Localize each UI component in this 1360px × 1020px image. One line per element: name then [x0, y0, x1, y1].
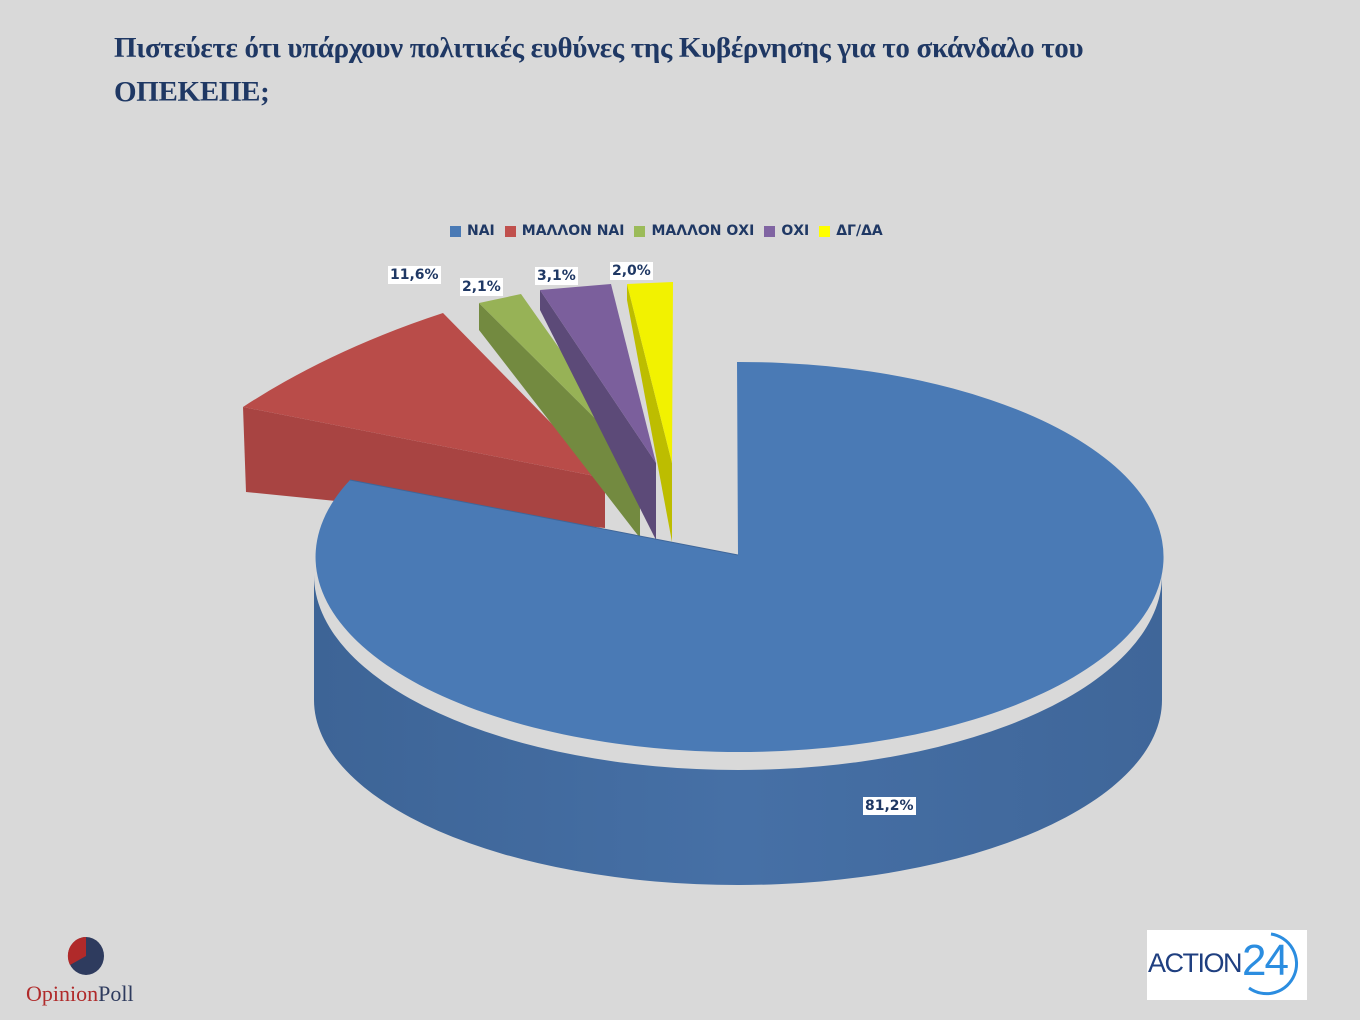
slice-mallon-nai [243, 313, 605, 528]
legend-label: ΜΑΛΛΟΝ ΟΧΙ [651, 223, 755, 239]
chart-title: Πιστεύετε ότι υπάρχουν πολιτικές ευθύνες… [114, 26, 1254, 114]
data-label-mallon-oxi: 2,1% [460, 278, 503, 296]
data-label-dg-da: 2,0% [610, 262, 653, 280]
data-label-oxi: 3,1% [535, 267, 578, 285]
legend-swatch-green [634, 225, 646, 237]
legend-label: ΜΑΛΛΟΝ ΝΑΙ [521, 223, 625, 239]
legend-item-mallon-oxi: ΜΑΛΛΟΝ ΟΧΙ [634, 223, 754, 239]
legend-label: ΝΑΙ [467, 223, 495, 239]
legend-label: ΔΓ/ΔΑ [836, 223, 883, 239]
chart-title-line1: Πιστεύετε ότι υπάρχουν πολιτικές ευθύνες… [114, 32, 1084, 64]
opinion-poll-logo: OpinionPoll [24, 935, 154, 1010]
data-label-nai: 81,2% [863, 797, 916, 815]
action24-ring-icon [1248, 932, 1298, 996]
slice-nai [314, 361, 1164, 885]
slice-dg-da [627, 282, 673, 542]
legend-swatch-yellow [819, 225, 831, 237]
data-label-mallon-nai: 11,6% [388, 266, 441, 284]
legend-swatch-purple [764, 225, 776, 237]
legend-item-nai: ΝΑΙ [450, 223, 495, 239]
slice-oxi [540, 284, 656, 540]
legend-swatch-blue [450, 225, 461, 237]
logo-poll-text: Poll [98, 981, 134, 1006]
legend-item-oxi: ΟΧΙ [764, 223, 809, 239]
logo-action-number: 24 [1242, 936, 1289, 985]
chart-legend: ΝΑΙ ΜΑΛΛΟΝ ΝΑΙ ΜΑΛΛΟΝ ΟΧΙ ΟΧΙ ΔΓ/ΔΑ [450, 220, 893, 242]
action24-logo: ACTION 24 [1147, 930, 1307, 1000]
logo-opinion-text: Opinion [26, 981, 99, 1006]
legend-item-mallon-nai: ΜΑΛΛΟΝ ΝΑΙ [504, 223, 625, 239]
legend-item-dg-da: ΔΓ/ΔΑ [819, 223, 883, 239]
logo-action-text: ACTION [1148, 948, 1243, 978]
pie-logo-icon [67, 936, 104, 975]
opinion-poll-wordmark: OpinionPoll [26, 981, 134, 1007]
chart-title-line2: ΟΠΕΚΕΠΕ; [114, 76, 270, 108]
legend-swatch-red [504, 225, 516, 237]
legend-label: ΟΧΙ [781, 223, 810, 239]
